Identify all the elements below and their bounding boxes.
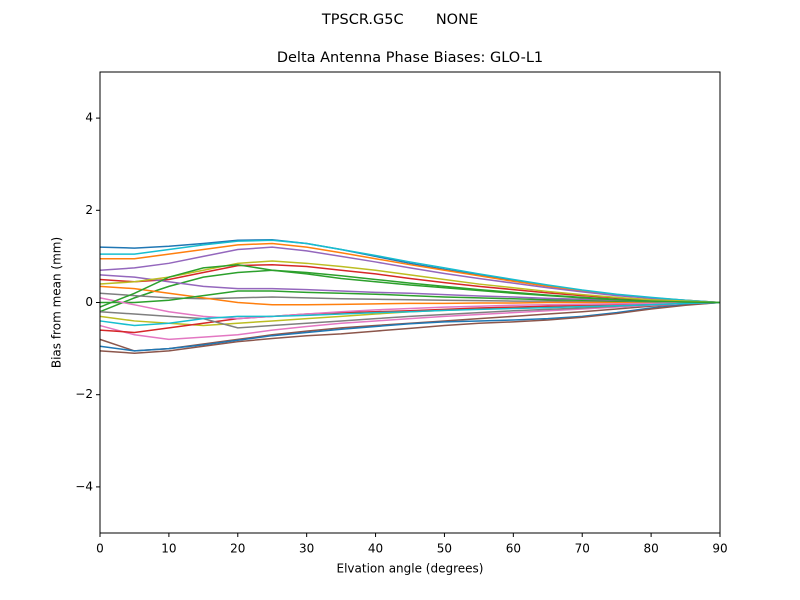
series-line: [100, 239, 721, 304]
x-tick-label: 60: [506, 542, 521, 556]
x-tick-label: 30: [299, 542, 314, 556]
series-line: [99, 301, 721, 352]
chart-title: Delta Antenna Phase Biases: GLO-L1: [277, 50, 543, 66]
series-line: [99, 260, 721, 304]
x-tick-label: 80: [643, 542, 658, 556]
series-line: [99, 301, 721, 327]
series-line: [99, 301, 721, 354]
x-tick-label: 90: [712, 542, 727, 556]
series-line: [99, 263, 721, 308]
y-tick-label: 4: [85, 111, 93, 125]
x-tick-label: 20: [230, 542, 245, 556]
series-line: [99, 297, 721, 320]
x-tick-label: 70: [575, 542, 590, 556]
y-axis-label: Bias from mean (mm): [50, 237, 64, 368]
y-tick-label: −4: [75, 479, 93, 493]
plot-area: [99, 239, 721, 354]
suptitle: TPSCR.G5C NONE: [321, 12, 478, 28]
series-line: [99, 285, 720, 306]
x-axis-label: Elvation angle (degrees): [337, 562, 484, 576]
x-tick-label: 40: [368, 542, 383, 556]
x-tick-label: 10: [161, 542, 176, 556]
x-tick-label: 0: [96, 542, 104, 556]
series-line: [99, 246, 721, 304]
series-line: [100, 290, 721, 304]
y-tick-label: −2: [75, 387, 93, 401]
series-line: [99, 301, 721, 341]
y-tick-label: 0: [85, 295, 93, 309]
x-tick-label: 50: [437, 542, 452, 556]
y-tick-label: 2: [85, 203, 93, 217]
